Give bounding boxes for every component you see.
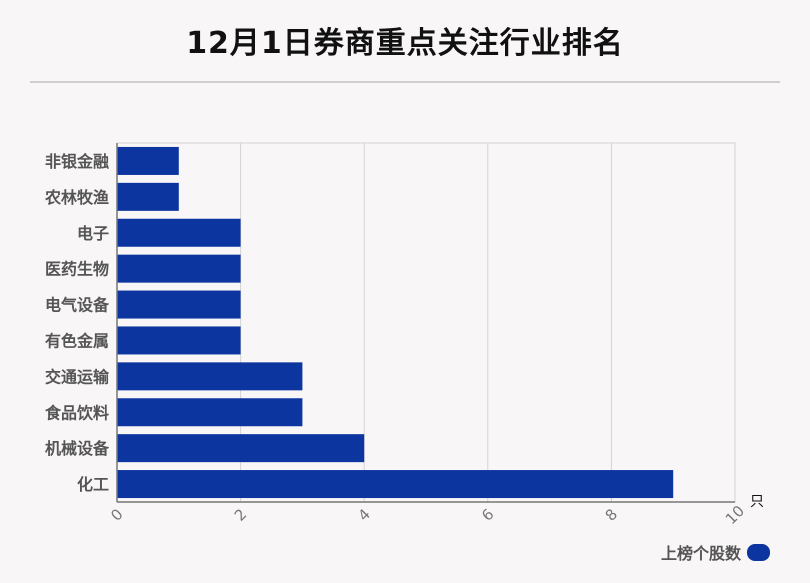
- legend-label: 上榜个股数: [660, 544, 741, 563]
- x-tick-label: 6: [478, 505, 497, 524]
- bar: [117, 470, 674, 499]
- category-label: 电气设备: [45, 296, 110, 315]
- category-label: 食品饮料: [44, 403, 109, 422]
- bar: [117, 146, 179, 175]
- bar: [117, 290, 241, 319]
- category-label: 有色金属: [45, 331, 109, 350]
- bar: [117, 434, 365, 463]
- legend: 上榜个股数: [661, 540, 770, 564]
- bar: [117, 362, 303, 391]
- category-label: 农林牧渔: [44, 188, 109, 207]
- category-label: 机械设备: [45, 439, 110, 458]
- x-tick-label: 10: [722, 502, 748, 528]
- x-unit-label: 只: [750, 494, 764, 510]
- chart-title: 12月1日券商重点关注行业排名: [186, 26, 624, 61]
- bar: [117, 398, 303, 427]
- bar: [117, 218, 241, 247]
- legend-swatch[interactable]: [747, 543, 770, 561]
- x-tick-label: 0: [107, 505, 126, 524]
- category-label: 非银金融: [45, 152, 109, 171]
- category-label: 化工: [77, 475, 109, 494]
- x-tick-label: 4: [354, 505, 373, 524]
- x-tick-label: 2: [231, 505, 250, 524]
- category-label: 交通运输: [45, 367, 110, 386]
- bar: [117, 182, 179, 211]
- bar: [117, 254, 241, 283]
- title-divider: [30, 81, 780, 83]
- category-label: 医药生物: [45, 260, 109, 279]
- category-label: 电子: [77, 224, 109, 243]
- x-tick-label: 8: [602, 505, 621, 524]
- bar: [117, 326, 241, 355]
